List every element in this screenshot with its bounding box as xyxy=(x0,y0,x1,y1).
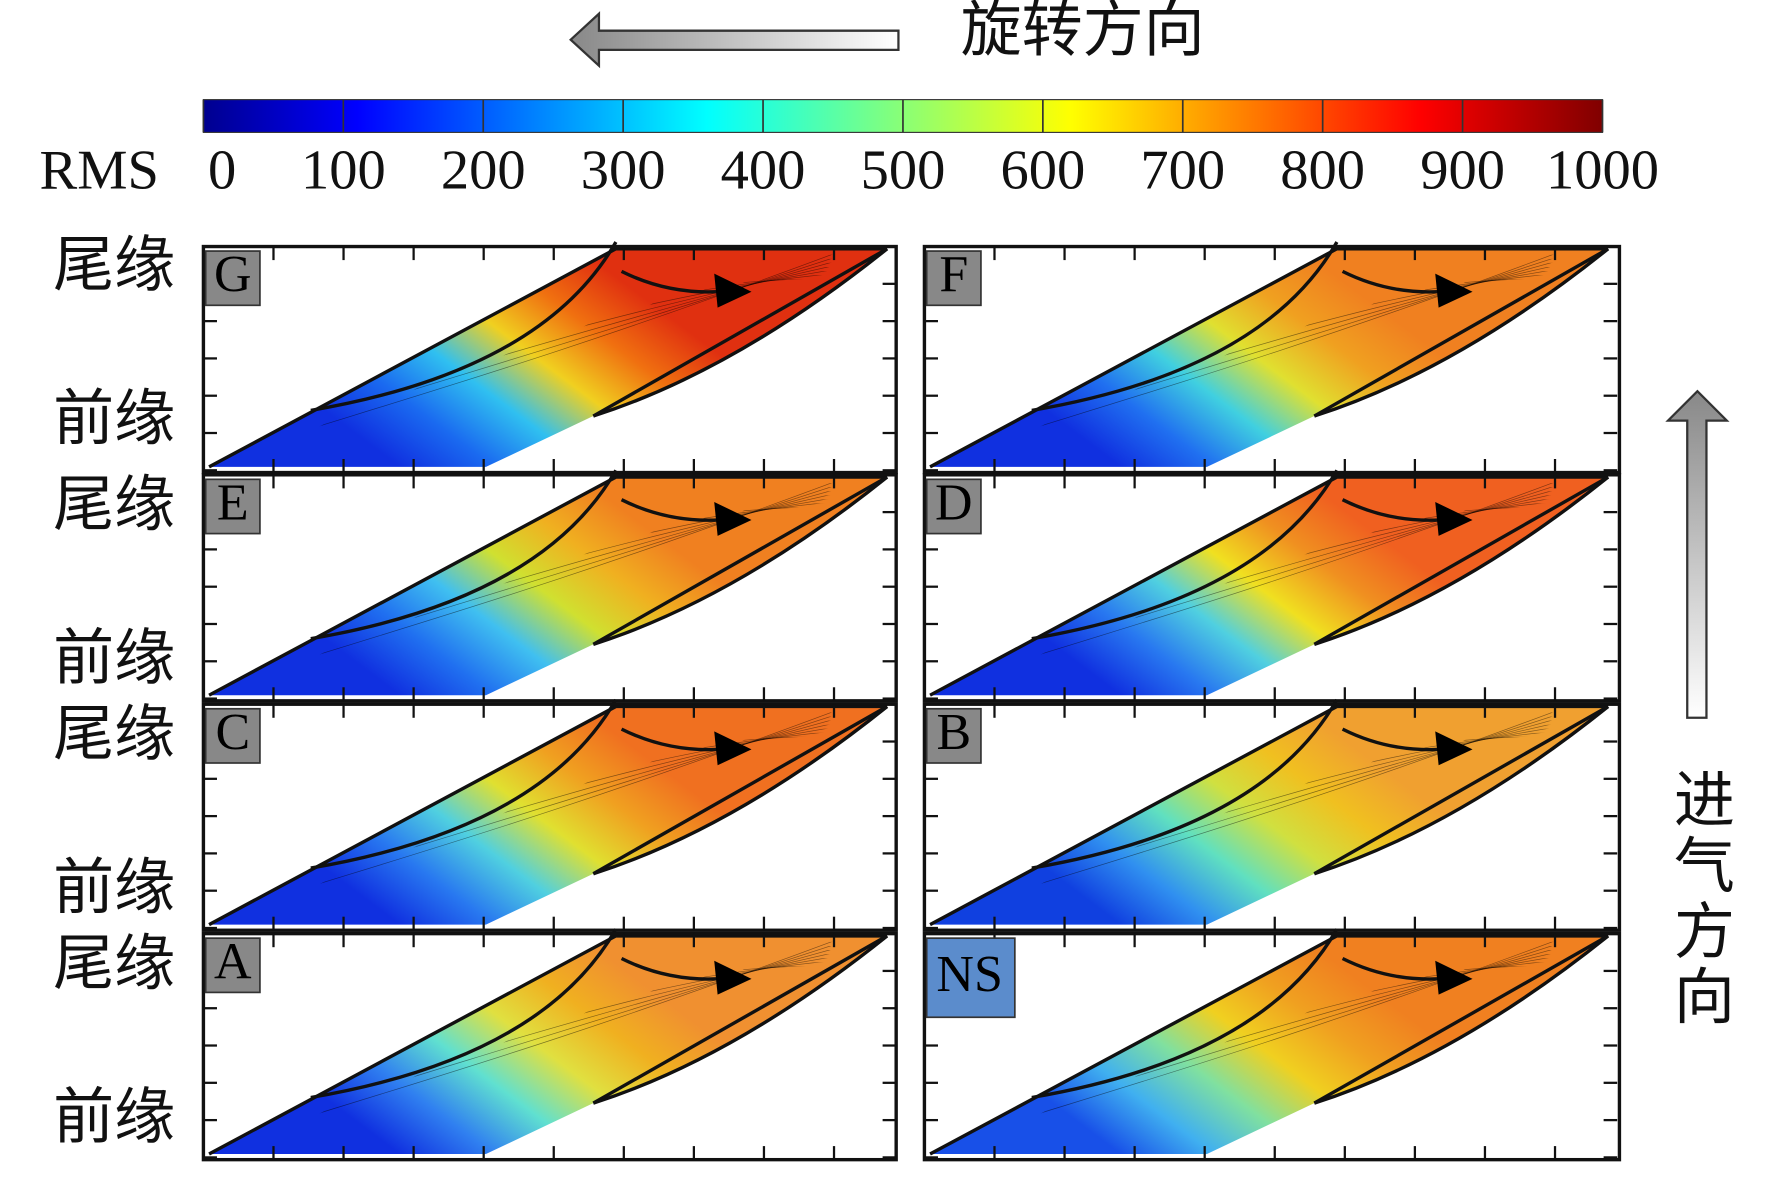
flow-arrow xyxy=(1341,498,1439,522)
panel: C xyxy=(201,698,898,932)
flow-arrow xyxy=(620,956,718,981)
blade-curve xyxy=(1313,247,1610,418)
flow-arrowhead xyxy=(1435,731,1473,766)
colorbar-tick-label: 700 xyxy=(1140,139,1225,201)
rotation-arrow xyxy=(569,11,900,69)
panel-label: F xyxy=(939,246,968,303)
field-edge xyxy=(208,247,888,469)
trailing-edge-label: 尾缘 xyxy=(53,931,175,998)
panel-label-box xyxy=(204,937,261,994)
trailing-edge-label: 尾缘 xyxy=(53,701,175,768)
panel: D xyxy=(922,469,1622,703)
panel-label-box xyxy=(204,478,261,535)
blade-curve xyxy=(592,934,889,1105)
blade-curve xyxy=(592,475,889,646)
colorbar-tick-label: 400 xyxy=(721,139,806,201)
contour-field xyxy=(930,248,1609,467)
panel-label: D xyxy=(935,475,973,532)
panel: E xyxy=(201,469,898,703)
colorbar-tick-label: 1000 xyxy=(1546,139,1659,201)
rotation-label: 旋转方向 xyxy=(961,0,1205,64)
field-edge xyxy=(929,247,1609,469)
blade-curve xyxy=(310,469,618,641)
leading-edge-label: 前缘 xyxy=(53,626,175,693)
colorbar-label: RMS xyxy=(40,139,159,201)
flow-arrowhead xyxy=(714,501,752,536)
blade-curve xyxy=(1031,928,1339,1100)
blade-curve xyxy=(1313,475,1610,646)
contour-field xyxy=(930,477,1609,696)
panel-label: A xyxy=(214,933,252,990)
flow-arrowhead xyxy=(714,273,752,308)
colorbar-tick-label: 900 xyxy=(1420,139,1505,201)
panel: G xyxy=(201,241,898,475)
panel-label-box xyxy=(925,707,982,764)
flow-arrowhead xyxy=(1435,501,1473,536)
contour-field xyxy=(209,477,888,696)
panel-label-box xyxy=(204,707,261,764)
blade-curve xyxy=(310,928,618,1100)
flow-arrow xyxy=(1341,727,1439,752)
trailing-edge-label: 尾缘 xyxy=(53,232,175,299)
contour-field xyxy=(209,706,888,925)
field-edge xyxy=(208,934,888,1156)
colorbar-tick-label: 800 xyxy=(1280,139,1365,201)
field-edge xyxy=(929,934,1609,1156)
panel-label: B xyxy=(936,704,971,761)
blade-curve xyxy=(1031,469,1339,641)
contour-field xyxy=(930,935,1609,1155)
blade-curve xyxy=(1313,934,1610,1105)
colorbar-tick-label: 500 xyxy=(861,139,946,201)
colorbar-tick-label: 0 xyxy=(208,139,236,201)
flow-arrowhead xyxy=(1435,273,1473,308)
blade-curve xyxy=(1031,241,1339,413)
inflow-arrow xyxy=(1665,389,1730,719)
contour-field xyxy=(209,248,888,467)
blade-curve xyxy=(592,705,889,876)
blade-curve xyxy=(310,698,618,870)
blade-curve xyxy=(1031,698,1339,870)
leading-edge-label: 前缘 xyxy=(53,855,175,922)
leading-edge-label: 前缘 xyxy=(53,386,175,453)
field-edge xyxy=(208,704,888,927)
panel: F xyxy=(922,241,1622,475)
contour-field xyxy=(930,706,1609,925)
flow-arrowhead xyxy=(714,731,752,766)
flow-arrow xyxy=(1341,956,1439,981)
panel-label-box xyxy=(925,478,982,535)
leading-edge-label: 前缘 xyxy=(53,1084,175,1151)
blade-curve xyxy=(592,247,889,418)
flow-arrow xyxy=(620,498,718,522)
colorbar-tick-label: 200 xyxy=(441,139,526,201)
contour-field xyxy=(209,935,888,1155)
flow-arrowhead xyxy=(1435,960,1473,995)
blade-curve xyxy=(310,241,618,413)
field-edge xyxy=(208,475,888,697)
inflow-label: 进气方向 xyxy=(1664,768,1734,1030)
panel-label: NS xyxy=(936,946,1002,1003)
colorbar-tick-label: 300 xyxy=(581,139,666,201)
panel-label-box xyxy=(925,937,1016,1019)
panel-label: C xyxy=(215,704,250,761)
panel-label: E xyxy=(217,475,249,532)
colorbar-tick-label: 100 xyxy=(301,139,386,201)
flow-arrow xyxy=(1341,269,1439,294)
panel: A xyxy=(201,928,898,1162)
flow-arrowhead xyxy=(714,960,752,995)
panel: NS xyxy=(922,928,1622,1162)
blade-curve xyxy=(1313,705,1610,876)
panel-label-box xyxy=(925,250,982,307)
trailing-edge-label: 尾缘 xyxy=(53,472,175,539)
flow-arrow xyxy=(620,269,718,294)
field-edge xyxy=(929,475,1609,697)
panel: B xyxy=(922,698,1622,932)
panel-label-box xyxy=(204,250,261,307)
panel-label: G xyxy=(214,246,252,303)
colorbar-tick-label: 600 xyxy=(1000,139,1085,201)
flow-arrow xyxy=(620,727,718,752)
field-edge xyxy=(929,704,1609,927)
